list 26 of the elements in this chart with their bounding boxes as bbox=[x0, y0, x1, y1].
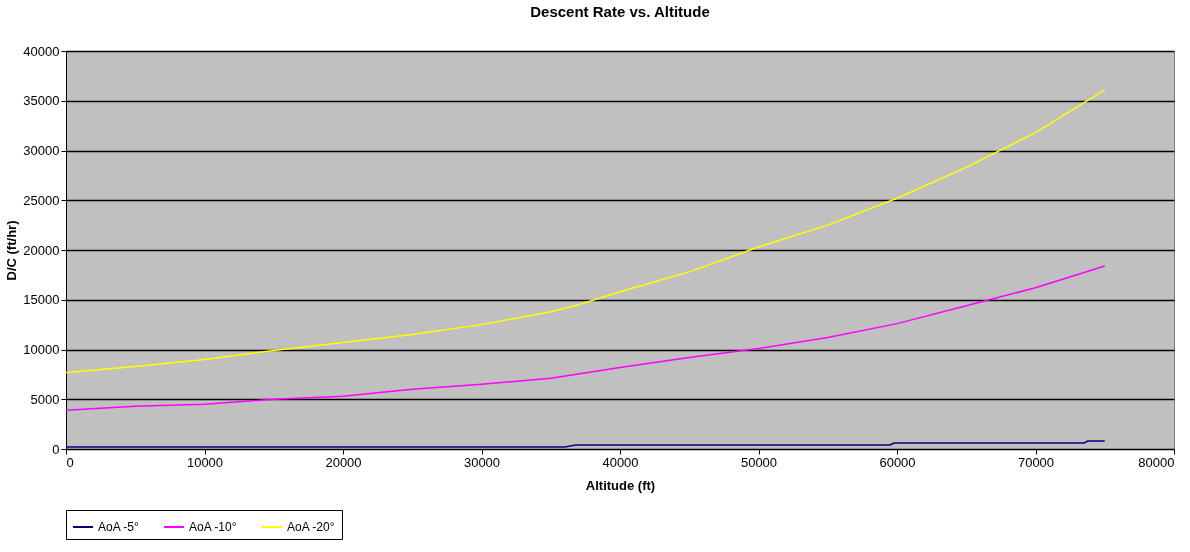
x-tick-label: 30000 bbox=[463, 454, 501, 470]
y-tick-label: 20000 bbox=[23, 242, 60, 258]
y-tick-label: 10000 bbox=[23, 342, 60, 357]
x-tick-label: 80000 bbox=[1138, 454, 1175, 470]
x-tick-label: 20000 bbox=[325, 454, 362, 470]
legend-label: AoA -10° bbox=[189, 520, 237, 534]
legend-label: AoA -20° bbox=[287, 520, 335, 534]
y-tick-label: 40000 bbox=[23, 43, 60, 59]
y-tick-label: 30000 bbox=[23, 143, 60, 158]
line-series bbox=[65, 265, 1106, 411]
x-tick-label: 50000 bbox=[740, 454, 778, 470]
y-axis-title: D/C (ft/hr) bbox=[4, 220, 20, 281]
x-tick-label: 70000 bbox=[1017, 454, 1055, 470]
x-tick-label: 60000 bbox=[879, 454, 916, 470]
y-tick-label: 35000 bbox=[23, 93, 60, 109]
x-tick-label: 10000 bbox=[186, 454, 224, 470]
y-tick-label: 15000 bbox=[23, 292, 60, 308]
y-tick-label: 25000 bbox=[23, 192, 60, 208]
x-tick-label: 0 bbox=[66, 454, 74, 470]
x-tick-label: 40000 bbox=[602, 454, 639, 470]
y-tick-label: 5000 bbox=[30, 391, 60, 407]
line-series bbox=[65, 89, 1106, 374]
x-axis-title: Altitude (ft) bbox=[585, 477, 656, 493]
legend-label: AoA -5° bbox=[98, 520, 140, 534]
y-tick-label: 0 bbox=[52, 441, 60, 457]
chart-title: Descent Rate vs. Altitude bbox=[530, 3, 710, 20]
